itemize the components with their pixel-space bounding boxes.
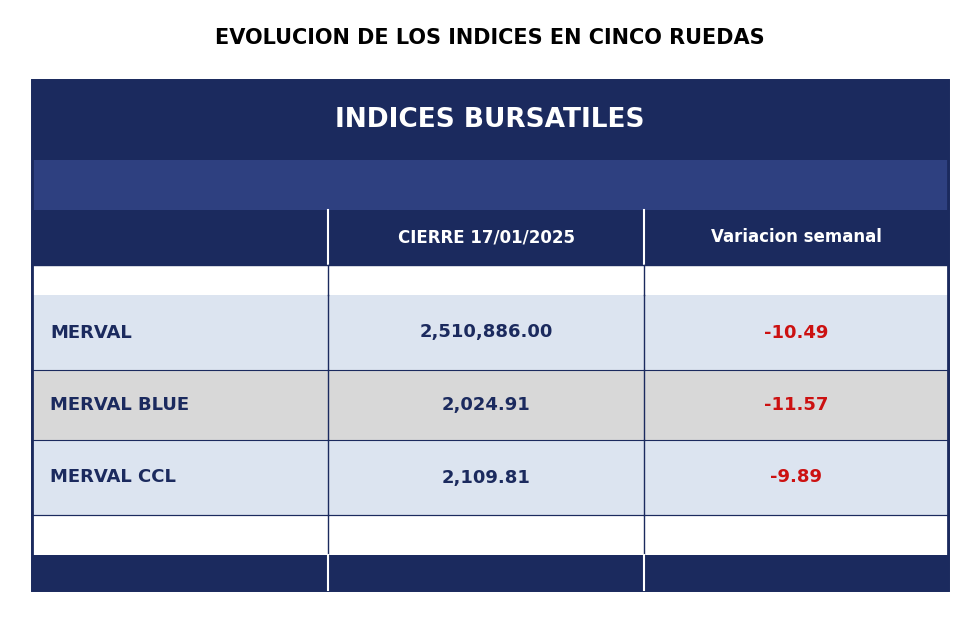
Text: -9.89: -9.89 [770, 469, 822, 487]
Bar [32, 210, 948, 265]
Text: MERVAL: MERVAL [50, 324, 131, 342]
Text: Variacion semanal: Variacion semanal [710, 229, 881, 247]
Text: INDICES BURSATILES: INDICES BURSATILES [335, 107, 645, 133]
Text: -10.49: -10.49 [763, 324, 828, 342]
Text: MERVAL CCL: MERVAL CCL [50, 469, 175, 487]
Bar [32, 515, 948, 555]
Bar [32, 370, 948, 440]
Bar [32, 555, 948, 590]
Text: EVOLUCION DE LOS INDICES EN CINCO RUEDAS: EVOLUCION DE LOS INDICES EN CINCO RUEDAS [216, 28, 764, 48]
Text: 2,024.91: 2,024.91 [442, 396, 530, 414]
Bar [32, 80, 948, 160]
Text: 2,510,886.00: 2,510,886.00 [419, 324, 553, 342]
Bar [32, 295, 948, 370]
Bar [32, 265, 948, 295]
Text: 2,109.81: 2,109.81 [442, 469, 530, 487]
Bar [32, 80, 948, 590]
Text: MERVAL BLUE: MERVAL BLUE [50, 396, 189, 414]
Bar [32, 440, 948, 515]
Bar [32, 80, 948, 590]
Bar [32, 160, 948, 210]
Text: -11.57: -11.57 [763, 396, 828, 414]
Text: CIERRE 17/01/2025: CIERRE 17/01/2025 [398, 229, 574, 247]
